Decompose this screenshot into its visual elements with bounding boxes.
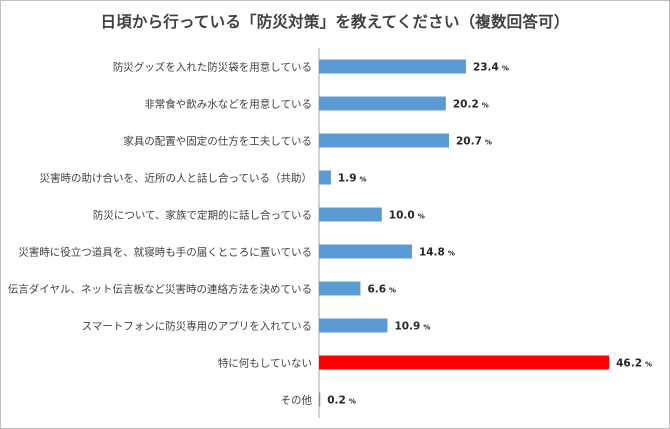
bar-highlight (319, 355, 610, 370)
category-label: 災害時の助け合いを、近所の人と話し合っている（共助） (40, 172, 312, 185)
data-label-unit: % (645, 361, 652, 369)
data-label: 46.2% (616, 358, 652, 370)
data-label-value: 23.4 (473, 62, 499, 74)
bar (319, 318, 388, 333)
data-label-unit: % (360, 176, 367, 184)
data-label-value: 10.0 (389, 210, 415, 222)
bar (319, 133, 449, 148)
category-label: 伝言ダイヤル、ネット伝言板など災害時の連絡方法を決めている (8, 283, 312, 296)
data-label-value: 46.2 (616, 358, 642, 370)
category-label: 災害時に役立つ道具を、就寝時も手の届くところに置いている (18, 246, 312, 259)
data-label-unit: % (389, 287, 396, 295)
bar (319, 59, 466, 74)
category-label: その他 (281, 394, 313, 407)
data-label: 14.8% (419, 247, 455, 259)
bar (319, 392, 321, 407)
data-label-unit: % (448, 250, 455, 258)
data-label: 20.7% (456, 136, 492, 148)
data-label: 10.0% (389, 210, 425, 222)
bar (319, 244, 412, 259)
data-label-value: 20.7 (456, 136, 482, 148)
category-label: 非常食や飲み水などを用意している (144, 98, 312, 111)
data-label: 20.2% (453, 99, 489, 111)
data-label-value: 6.6 (367, 284, 386, 296)
category-label: スマートフォンに防災専用のアプリを入れている (82, 320, 312, 333)
bar (319, 96, 446, 111)
chart-title: 日頃から行っている「防災対策」を教えてください（複数回答可） (100, 13, 570, 31)
data-label-unit: % (482, 102, 489, 110)
category-label: 防災について、家族で定期的に話し合っている (93, 209, 312, 222)
data-label-unit: % (423, 324, 430, 332)
category-label: 家具の配置や固定の仕方を工夫している (123, 135, 312, 148)
data-label-unit: % (418, 213, 425, 221)
data-label-value: 14.8 (419, 247, 445, 259)
data-label: 6.6% (367, 284, 396, 296)
bar (319, 170, 331, 185)
data-label-value: 1.9 (338, 173, 357, 185)
bar (319, 281, 361, 296)
data-label: 23.4% (473, 62, 509, 74)
data-label-unit: % (502, 65, 509, 73)
data-label: 10.9% (394, 321, 430, 333)
data-label-unit: % (485, 139, 492, 147)
data-label: 0.2% (327, 395, 356, 407)
data-label-value: 0.2 (327, 395, 346, 407)
data-label-value: 20.2 (453, 99, 479, 111)
category-label: 特に何もしていない (218, 357, 312, 370)
data-label-value: 10.9 (394, 321, 420, 333)
data-label-unit: % (349, 398, 356, 406)
data-label: 1.9% (338, 173, 367, 185)
category-label: 防災グッズを入れた防災袋を用意している (113, 61, 312, 74)
bar (319, 207, 382, 222)
